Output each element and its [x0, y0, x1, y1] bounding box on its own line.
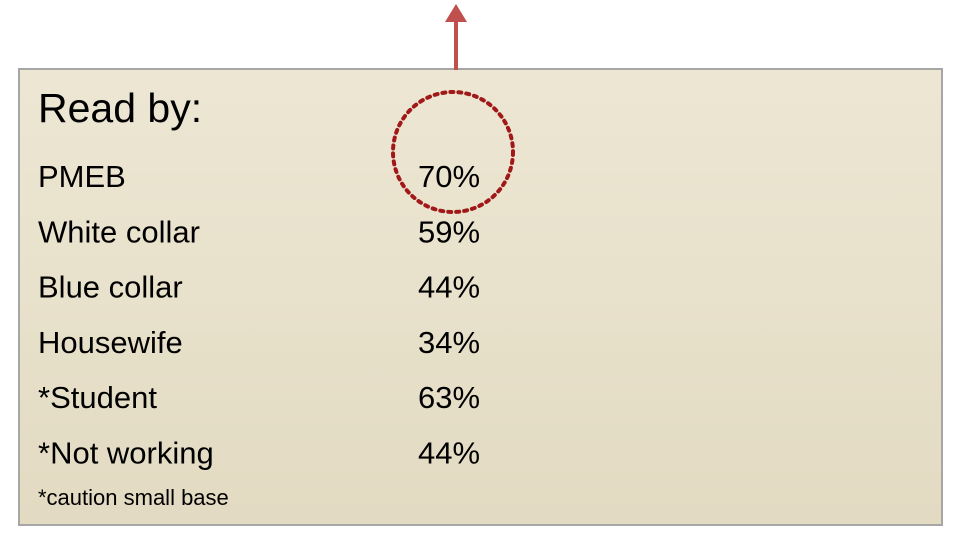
row-label: Blue collar — [38, 270, 183, 305]
row-value: 63% — [418, 380, 480, 415]
arrow-head — [445, 4, 467, 22]
footnote: *caution small base — [38, 485, 229, 510]
row-label: White collar — [38, 214, 200, 249]
row-label: *Student — [38, 380, 157, 415]
row-value: 59% — [418, 214, 480, 249]
row-label: PMEB — [38, 159, 126, 194]
row-label: Housewife — [38, 325, 183, 360]
row-value: 34% — [418, 325, 480, 360]
row-value: 44% — [418, 436, 480, 471]
row-value: 44% — [418, 270, 480, 305]
row-label: *Not working — [38, 436, 214, 471]
text-box — [18, 68, 943, 526]
row-value: 70% — [418, 159, 480, 194]
title: Read by: — [38, 85, 202, 131]
highlight-circle — [391, 90, 515, 214]
